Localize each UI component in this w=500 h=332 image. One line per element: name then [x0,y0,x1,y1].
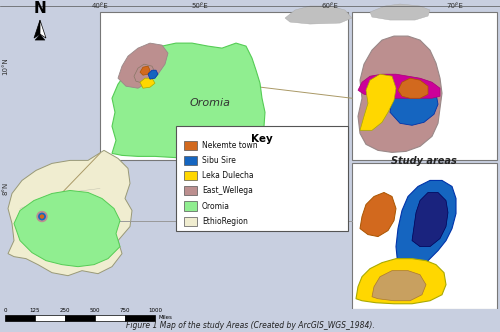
Polygon shape [14,191,120,267]
Polygon shape [285,6,352,24]
Circle shape [39,213,45,220]
Bar [65,315,95,321]
Bar [184,156,197,165]
Text: Nekemte town: Nekemte town [202,141,258,150]
Polygon shape [134,64,155,83]
Bar [184,216,197,225]
Polygon shape [40,20,46,38]
Polygon shape [148,70,158,79]
Text: East_Wellega: East_Wellega [202,187,253,196]
Text: 40°E: 40°E [92,3,108,9]
Bar [5,315,35,321]
Bar [184,141,197,150]
Polygon shape [396,181,456,287]
Polygon shape [372,271,426,301]
Polygon shape [360,193,396,237]
Polygon shape [390,84,438,125]
Bar [184,171,197,181]
Text: 60°E: 60°E [322,3,338,9]
Text: 8°N: 8°N [2,182,8,195]
Text: Figure 1 Map of the study Areas (Created by ArcGIS_WGS_1984).: Figure 1 Map of the study Areas (Created… [126,321,374,330]
Text: Key: Key [251,134,273,144]
Polygon shape [140,66,150,75]
Circle shape [40,215,43,218]
Text: 70°E: 70°E [446,3,464,9]
Bar [125,315,155,321]
Polygon shape [360,74,396,130]
Text: Sibu Sire: Sibu Sire [202,156,236,165]
Text: 10°N: 10°N [2,57,8,75]
FancyBboxPatch shape [100,12,348,160]
Bar [35,315,65,321]
Polygon shape [398,78,428,98]
Text: 750: 750 [120,308,130,313]
Polygon shape [140,78,155,88]
Text: Oromia: Oromia [202,202,230,210]
Polygon shape [358,36,442,152]
Bar [184,187,197,196]
Text: 50°E: 50°E [192,3,208,9]
Text: 1000: 1000 [148,308,162,313]
Polygon shape [118,43,168,88]
Polygon shape [35,34,45,40]
Polygon shape [358,74,440,98]
Text: 250: 250 [60,308,70,313]
Text: 500: 500 [90,308,100,313]
Bar [95,315,125,321]
Text: EthioRegion: EthioRegion [202,216,248,225]
Polygon shape [412,193,448,247]
Text: Study areas: Study areas [391,156,457,166]
Polygon shape [34,20,40,38]
Bar [184,202,197,210]
FancyBboxPatch shape [352,163,497,309]
FancyBboxPatch shape [176,126,348,230]
Polygon shape [356,259,446,304]
Text: Leka Dulecha: Leka Dulecha [202,171,254,180]
Text: 0: 0 [4,308,7,313]
Text: Oromia: Oromia [190,98,230,108]
Text: N: N [34,1,46,16]
FancyBboxPatch shape [352,12,497,160]
Text: 125: 125 [30,308,40,313]
Polygon shape [8,150,132,276]
Polygon shape [112,43,265,159]
Circle shape [37,211,47,221]
Polygon shape [370,4,430,20]
Text: Miles: Miles [159,315,172,320]
